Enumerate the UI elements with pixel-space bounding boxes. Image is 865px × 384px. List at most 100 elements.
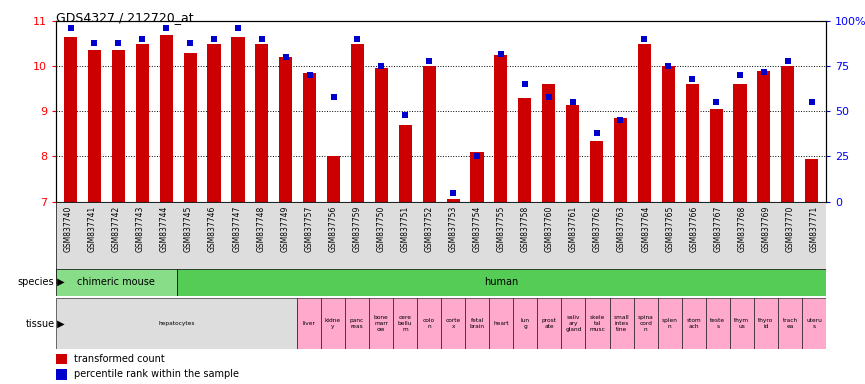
Bar — [56, 298, 297, 349]
Point — [638, 36, 651, 42]
Bar — [471, 152, 484, 202]
Bar — [706, 298, 730, 349]
Text: spina
cord
n: spina cord n — [638, 315, 654, 332]
Text: GSM837745: GSM837745 — [184, 205, 193, 252]
Bar — [345, 298, 369, 349]
Bar — [303, 73, 317, 202]
Text: tissue: tissue — [25, 318, 54, 329]
Text: skele
tal
musc: skele tal musc — [590, 315, 606, 332]
Point — [207, 36, 221, 42]
Text: GSM837769: GSM837769 — [761, 205, 771, 252]
Bar — [279, 57, 292, 202]
Bar — [56, 354, 67, 364]
Text: prost
ate: prost ate — [541, 318, 557, 329]
Bar — [657, 298, 682, 349]
Point — [327, 94, 341, 100]
Text: GSM837740: GSM837740 — [64, 205, 73, 252]
Bar — [566, 104, 580, 202]
Bar — [183, 53, 196, 202]
Text: kidne
y: kidne y — [325, 318, 341, 329]
Bar — [781, 66, 794, 202]
Text: GSM837757: GSM837757 — [304, 205, 313, 252]
Bar — [542, 84, 555, 202]
Text: GSM837759: GSM837759 — [352, 205, 362, 252]
Text: GSM837742: GSM837742 — [112, 205, 121, 252]
Point — [159, 25, 173, 31]
Text: lun
g: lun g — [521, 318, 530, 329]
Text: GSM837754: GSM837754 — [473, 205, 482, 252]
Point — [136, 36, 150, 42]
Text: transformed count: transformed count — [74, 354, 164, 364]
Text: cere
bellu
m: cere bellu m — [398, 315, 413, 332]
Bar — [802, 298, 826, 349]
Bar — [638, 44, 651, 202]
Point — [64, 25, 78, 31]
Text: GSM837758: GSM837758 — [521, 205, 530, 252]
Text: GSM837756: GSM837756 — [329, 205, 337, 252]
Text: trach
ea: trach ea — [783, 318, 798, 329]
Bar — [730, 298, 754, 349]
Bar — [586, 298, 610, 349]
Point — [183, 40, 197, 46]
Bar — [662, 66, 675, 202]
Bar — [64, 37, 77, 202]
Point — [470, 154, 484, 160]
Bar — [393, 298, 417, 349]
Text: GSM837741: GSM837741 — [88, 205, 97, 252]
Bar — [88, 50, 101, 202]
Text: chimeric mouse: chimeric mouse — [78, 277, 156, 287]
Bar — [321, 298, 345, 349]
Text: GSM837765: GSM837765 — [665, 205, 674, 252]
Text: hepatocytes: hepatocytes — [158, 321, 195, 326]
Point — [375, 63, 388, 70]
Bar — [754, 298, 778, 349]
Point — [781, 58, 795, 64]
Text: GSM837755: GSM837755 — [497, 205, 506, 252]
Bar — [537, 298, 561, 349]
Text: panc
reas: panc reas — [349, 318, 364, 329]
Point — [518, 81, 532, 88]
Text: thym
us: thym us — [734, 318, 749, 329]
Bar — [176, 269, 826, 296]
Bar — [231, 37, 245, 202]
Text: saliv
ary
gland: saliv ary gland — [566, 315, 581, 332]
Bar — [633, 298, 657, 349]
Text: GSM837762: GSM837762 — [593, 205, 602, 252]
Point — [566, 99, 580, 106]
Text: human: human — [484, 277, 518, 287]
Point — [494, 51, 508, 57]
Point — [685, 76, 699, 82]
Text: uteru
s: uteru s — [806, 318, 822, 329]
Text: percentile rank within the sample: percentile rank within the sample — [74, 369, 239, 379]
Text: GSM837771: GSM837771 — [810, 205, 818, 252]
Text: GSM837768: GSM837768 — [737, 205, 746, 252]
Text: GSM837748: GSM837748 — [256, 205, 266, 252]
Text: heart: heart — [493, 321, 509, 326]
Text: GSM837766: GSM837766 — [689, 205, 698, 252]
Bar — [160, 35, 173, 202]
Text: splen
n: splen n — [662, 318, 677, 329]
Bar — [686, 84, 699, 202]
Bar — [610, 298, 633, 349]
Bar — [465, 298, 490, 349]
Text: corte
x: corte x — [445, 318, 461, 329]
Bar — [369, 298, 393, 349]
Text: GSM837753: GSM837753 — [449, 205, 458, 252]
Text: GSM837744: GSM837744 — [160, 205, 169, 252]
Bar — [56, 269, 176, 296]
Bar — [423, 66, 436, 202]
Bar — [758, 71, 771, 202]
Bar — [297, 298, 321, 349]
Point — [446, 190, 460, 196]
Text: GSM837752: GSM837752 — [425, 205, 433, 252]
Bar — [56, 369, 67, 380]
Bar — [327, 157, 340, 202]
Bar — [709, 109, 722, 202]
Point — [541, 94, 555, 100]
Text: GSM837770: GSM837770 — [785, 205, 794, 252]
Point — [279, 54, 292, 60]
Bar — [494, 55, 508, 202]
Bar — [614, 118, 627, 202]
Point — [757, 69, 771, 75]
Bar — [136, 44, 149, 202]
